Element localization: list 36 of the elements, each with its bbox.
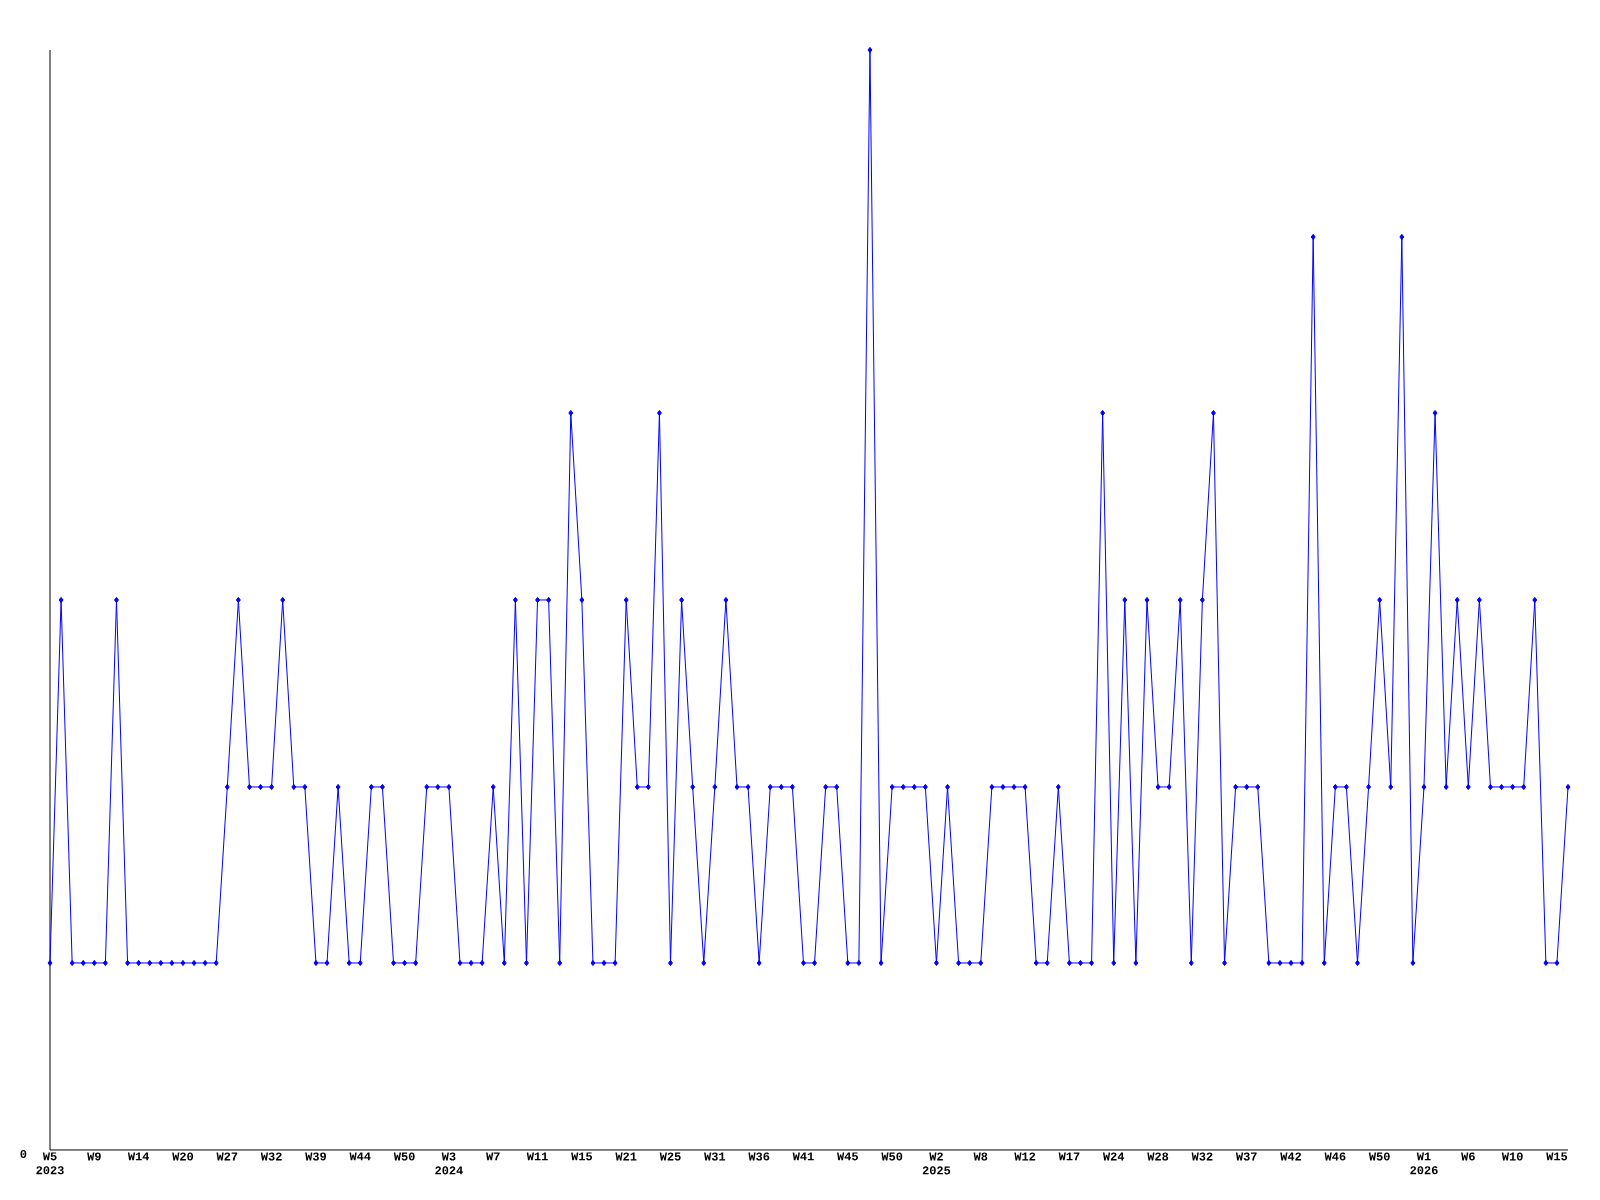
x-tick-label: W46 [1324,1152,1346,1161]
x-tick-label: W25 [659,1152,681,1161]
x-tick-label: W36 [748,1152,770,1161]
x-tick-label: W1 2026 [1410,1152,1438,1175]
x-tick-label: W5 2023 [36,1152,64,1175]
x-tick-label: W7 [486,1152,500,1161]
x-tick-label: W44 [349,1152,371,1161]
x-tick-label: W21 [615,1152,637,1161]
x-tick-label: W50 [393,1152,415,1161]
x-tick-label: W12 [1014,1152,1036,1161]
x-tick-label: W32 [1191,1152,1213,1161]
x-tick-label: W6 [1461,1152,1475,1161]
x-tick-label: W15 [571,1152,593,1161]
x-tick-label: W14 [127,1152,150,1161]
x-tick-label: W31 [704,1152,726,1161]
x-tick-label: W27 [216,1152,238,1161]
x-tick-label: W50 [1368,1152,1390,1161]
x-tick-label: W32 [260,1152,282,1161]
x-tick-label: W45 [837,1152,858,1161]
x-tick-label: W20 [172,1152,194,1161]
x-tick-label: W39 [305,1152,326,1161]
x-tick-label: W24 [1102,1152,1125,1161]
x-tick-label: W10 [1501,1152,1523,1161]
text: 0 [20,1149,27,1159]
x-tick-label: W15 [1546,1152,1568,1161]
x-tick-label: W11 [526,1152,548,1161]
x-tick-label: W28 [1147,1152,1169,1161]
x-tick-label: W9 [87,1152,101,1161]
x-tick-label: W41 [792,1152,814,1161]
x-tick-label: W3 2024 [435,1152,463,1175]
x-tick-label: W8 [973,1152,988,1161]
x-tick-label: W2 2025 [922,1152,951,1175]
x-tick-label: W50 [881,1152,903,1161]
x-tick-label: W37 [1235,1152,1257,1161]
x-tick-label: W17 [1058,1152,1080,1161]
x-tick-label: W42 [1280,1152,1302,1161]
